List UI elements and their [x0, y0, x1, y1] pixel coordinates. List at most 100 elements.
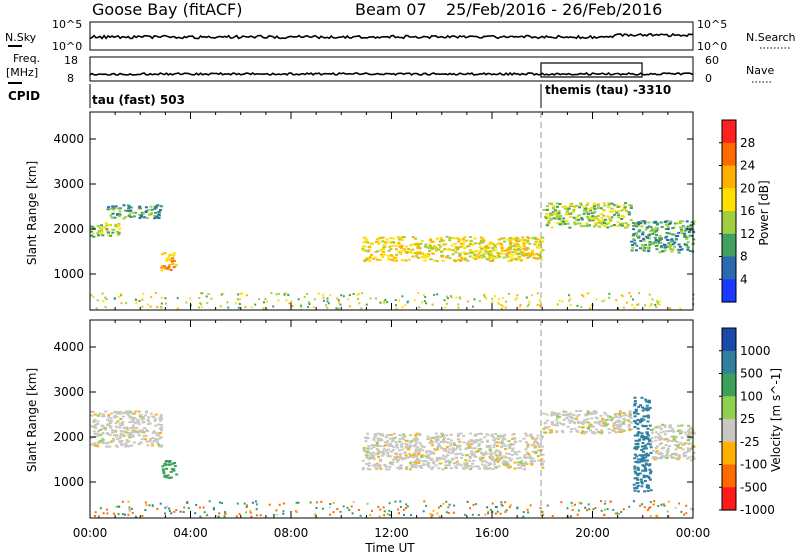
- data-cell: [606, 226, 610, 229]
- data-cell: [491, 242, 495, 244]
- data-cell: [682, 452, 686, 455]
- data-cell: [497, 242, 501, 245]
- ground-scatter-cell: [646, 509, 649, 512]
- data-cell: [636, 432, 640, 435]
- data-cell: [380, 250, 384, 253]
- data-cell: [524, 461, 528, 464]
- data-cell: [114, 225, 118, 228]
- data-cell: [654, 230, 658, 233]
- data-cell: [652, 457, 656, 460]
- data-cell: [430, 436, 434, 439]
- data-cell: [667, 439, 671, 442]
- data-cell: [533, 460, 537, 463]
- data-cell: [640, 482, 644, 485]
- data-cell: [175, 263, 178, 266]
- ground-scatter-cell: [445, 511, 448, 514]
- data-cell: [468, 255, 472, 258]
- data-cell: [612, 213, 616, 216]
- data-cell: [153, 214, 156, 217]
- ground-scatter-cell: [320, 500, 323, 503]
- data-cell: [162, 470, 166, 473]
- data-cell: [601, 417, 605, 420]
- ground-scatter-cell: [401, 306, 404, 309]
- ground-scatter-cell: [399, 500, 402, 503]
- data-cell: [390, 463, 394, 466]
- data-cell: [128, 411, 132, 414]
- ground-scatter-cell: [603, 299, 606, 302]
- data-cell: [644, 398, 648, 401]
- ground-scatter-cell: [615, 299, 618, 302]
- ground-scatter-cell: [417, 292, 420, 294]
- data-cell: [123, 411, 127, 414]
- data-cell: [640, 480, 644, 483]
- ground-scatter-cell: [199, 302, 202, 305]
- data-cell: [127, 440, 131, 443]
- data-cell: [463, 235, 467, 238]
- data-cell: [682, 225, 686, 228]
- data-cell: [503, 249, 507, 252]
- ground-scatter-cell: [560, 501, 563, 504]
- ground-scatter-cell: [270, 292, 273, 295]
- data-cell: [513, 452, 517, 455]
- data-cell: [410, 465, 414, 468]
- data-cell: [663, 424, 667, 427]
- data-cell: [126, 445, 130, 448]
- data-cell: [159, 432, 162, 434]
- data-cell: [156, 441, 159, 444]
- data-cell: [171, 462, 175, 465]
- data-cell: [525, 254, 528, 257]
- colorbar-tick-label: 100: [740, 389, 763, 403]
- data-cell: [647, 476, 651, 479]
- data-cell: [483, 464, 487, 467]
- data-cell: [673, 222, 677, 225]
- data-cell: [457, 259, 461, 261]
- data-cell: [392, 259, 396, 262]
- data-cell: [645, 452, 649, 455]
- data-cell: [592, 225, 596, 228]
- data-cell: [506, 238, 510, 241]
- data-cell: [145, 429, 149, 432]
- data-cell: [166, 267, 170, 270]
- data-cell: [383, 463, 387, 466]
- data-cell: [530, 463, 534, 466]
- data-cell: [364, 249, 367, 252]
- data-cell: [460, 456, 463, 459]
- data-cell: [500, 249, 504, 252]
- x-tick-label: 20:00: [575, 526, 610, 540]
- data-cell: [468, 456, 472, 458]
- data-cell: [170, 259, 173, 262]
- ground-scatter-cell: [206, 514, 209, 517]
- data-cell: [503, 433, 507, 436]
- data-cell: [362, 447, 366, 449]
- data-cell: [664, 438, 668, 441]
- data-cell: [542, 427, 546, 430]
- ground-scatter-cell: [501, 297, 504, 300]
- data-cell: [438, 445, 442, 447]
- data-cell: [635, 486, 639, 489]
- data-cell: [99, 232, 103, 235]
- data-cell: [641, 442, 645, 444]
- data-cell: [634, 408, 638, 411]
- data-cell: [500, 456, 504, 459]
- data-cell: [675, 222, 679, 225]
- beam-label: Beam 07: [355, 0, 427, 19]
- data-cell: [593, 410, 597, 413]
- data-cell: [376, 432, 380, 435]
- data-cell: [641, 424, 645, 427]
- data-cell: [654, 220, 658, 223]
- data-cell: [435, 456, 439, 459]
- ground-scatter-cell: [208, 500, 211, 503]
- ground-scatter-cell: [277, 299, 280, 302]
- data-cell: [637, 439, 641, 442]
- ground-scatter-cell: [238, 303, 241, 305]
- data-cell: [418, 441, 422, 444]
- data-cell: [669, 425, 672, 428]
- data-cell: [447, 438, 450, 441]
- data-cell: [658, 435, 662, 438]
- ground-scatter-cell: [628, 505, 631, 508]
- data-cell: [108, 433, 112, 436]
- data-cell: [523, 454, 527, 457]
- ground-scatter-cell: [439, 504, 442, 507]
- data-cell: [471, 452, 475, 455]
- ground-scatter-cell: [505, 509, 508, 512]
